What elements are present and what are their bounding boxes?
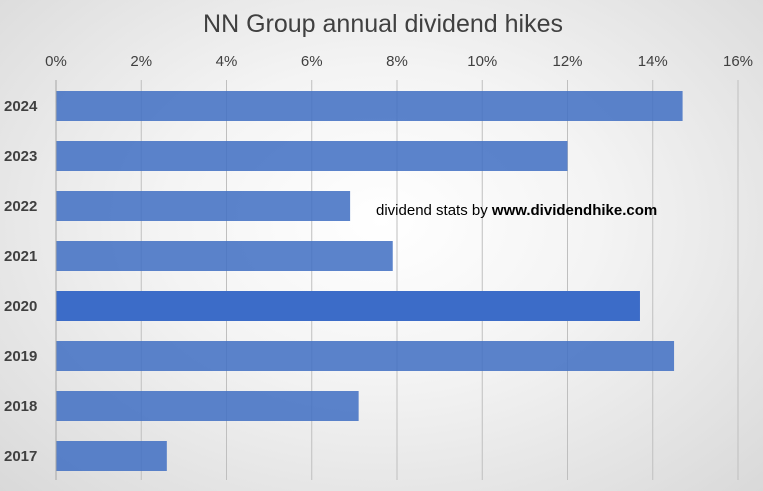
bars: [56, 91, 683, 471]
bar-2017: [56, 441, 167, 471]
x-tick-label: 14%: [638, 53, 668, 70]
x-tick-label: 12%: [552, 53, 582, 70]
x-tick-label: 2%: [130, 53, 152, 70]
x-tick-label: 16%: [723, 53, 753, 70]
x-tick-label: 8%: [386, 53, 408, 70]
x-tick-labels: 0% 2% 4% 6% 8% 10% 12% 14% 16%: [45, 53, 753, 70]
x-tick-label: 10%: [467, 53, 497, 70]
bar-2018: [56, 391, 359, 421]
bar-2023: [56, 141, 568, 171]
bar-2022: [56, 191, 351, 221]
bar-2020: [56, 291, 640, 321]
x-tick-label: 0%: [45, 53, 67, 70]
bar-2021: [56, 241, 393, 271]
bar-2024: [56, 91, 683, 121]
source-annotation: dividend stats by www.dividendhike.com: [376, 202, 657, 219]
y-tick-label: 2019: [4, 348, 37, 365]
y-tick-label: 2024: [4, 98, 38, 115]
annotation-prefix: dividend stats by: [376, 202, 492, 219]
y-tick-label: 2018: [4, 398, 37, 415]
y-tick-labels: 2024 2023 2022 2021 2020 2019 2018 2017: [4, 98, 38, 465]
y-tick-label: 2021: [4, 248, 37, 265]
x-tick-label: 4%: [216, 53, 238, 70]
y-tick-label: 2022: [4, 198, 37, 215]
y-tick-label: 2023: [4, 148, 37, 165]
y-tick-label: 2017: [4, 448, 37, 465]
annotation-site: www.dividendhike.com: [491, 202, 657, 219]
bar-2019: [56, 341, 675, 371]
chart-title: NN Group annual dividend hikes: [203, 10, 563, 38]
y-tick-label: 2020: [4, 298, 37, 315]
x-tick-label: 6%: [301, 53, 323, 70]
